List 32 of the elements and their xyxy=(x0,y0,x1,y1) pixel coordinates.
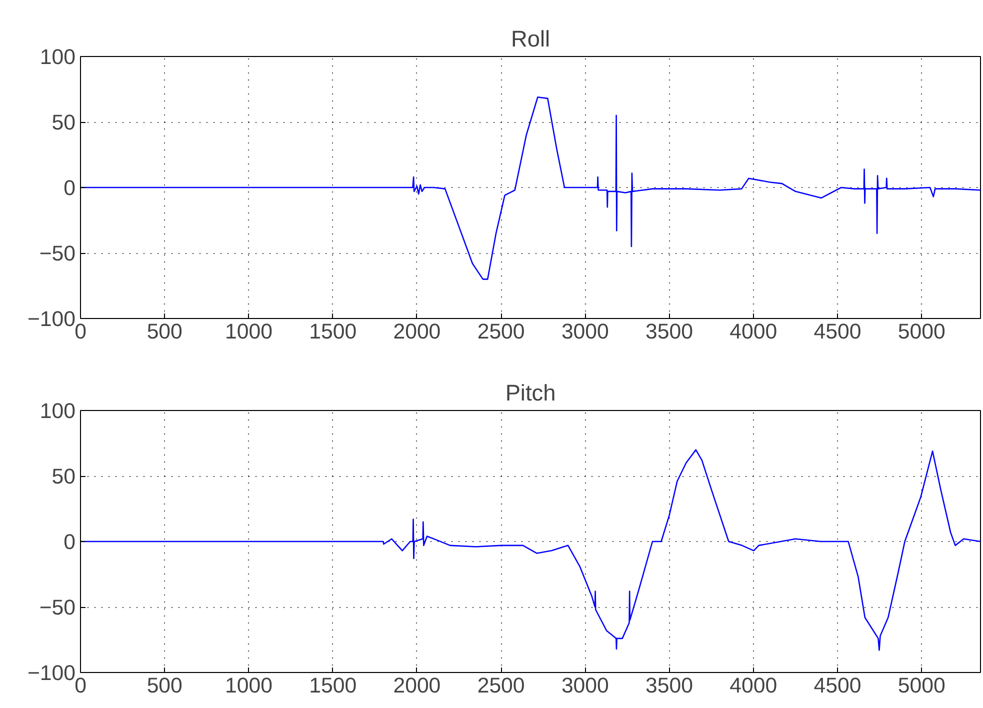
y-tick-label: 0 xyxy=(64,530,76,554)
y-tick-label: −100 xyxy=(27,307,76,331)
y-tick-label: −100 xyxy=(27,661,76,685)
x-tick-label: 3000 xyxy=(561,320,610,344)
x-tick-label: 5000 xyxy=(898,320,946,344)
y-tick-label: 0 xyxy=(64,176,76,200)
x-tick-label: 3500 xyxy=(646,320,694,344)
x-tick-label: 4000 xyxy=(730,320,778,344)
x-tick-label: 5000 xyxy=(898,674,946,698)
x-tick-label: 4500 xyxy=(814,674,862,698)
x-tick-label: 2000 xyxy=(393,320,441,344)
chart-title: Roll xyxy=(510,26,550,52)
y-tick-label: 100 xyxy=(40,399,76,423)
x-tick-label: 3000 xyxy=(561,674,610,698)
x-tick-label: 4000 xyxy=(730,674,778,698)
x-tick-label: 3500 xyxy=(646,674,694,698)
y-tick-label: 100 xyxy=(40,45,76,69)
x-tick-label: 1000 xyxy=(225,320,273,344)
x-tick-label: 2500 xyxy=(477,674,525,698)
y-tick-label: −50 xyxy=(39,596,76,620)
x-tick-label: 500 xyxy=(146,674,183,698)
x-tick-label: 1000 xyxy=(225,674,273,698)
x-tick-label: 4500 xyxy=(814,320,862,344)
chart-title: Pitch xyxy=(505,380,556,406)
x-tick-label: 1500 xyxy=(309,320,357,344)
y-tick-label: 50 xyxy=(52,464,76,488)
y-tick-label: 50 xyxy=(52,110,76,134)
x-tick-label: 2500 xyxy=(477,320,525,344)
y-tick-label: −50 xyxy=(39,242,76,266)
x-tick-label: 2000 xyxy=(393,674,441,698)
x-tick-label: 1500 xyxy=(309,674,357,698)
x-tick-label: 500 xyxy=(146,320,183,344)
